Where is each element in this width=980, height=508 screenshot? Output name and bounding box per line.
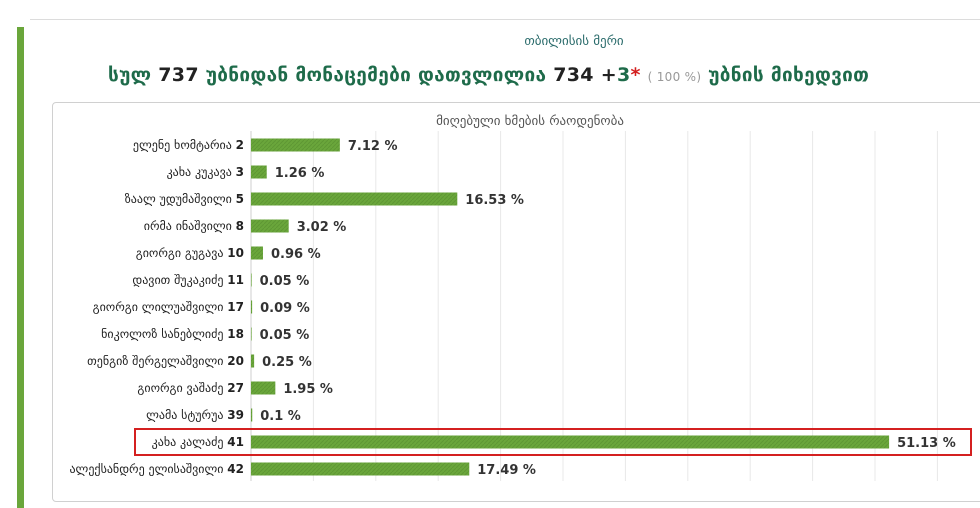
bar [251,165,267,179]
category-label: ლამა სტურუა 39 [146,408,244,422]
chart-title: მიღებული ხმების რაოდენობა [436,114,624,129]
headline-counted-number: 734 [553,64,594,86]
results-headline: სულ 737 უბნიდან მონაცემები დათვლილია 734… [108,64,869,86]
category-label: კახა კუკავა 3 [167,165,244,179]
value-label: 0.05 % [260,328,310,343]
category-label: ირმა ინაშვილი 8 [144,219,244,233]
headline-total-prefix: სულ [108,64,152,86]
value-label: 7.12 % [348,139,398,154]
category-label: ზაალ უდუმაშვილი 5 [125,192,244,206]
bar [251,381,276,395]
chart-panel [52,102,980,502]
value-label: 0.1 % [260,409,301,424]
category-label: გიორგი ვაშაძე 27 [137,381,244,395]
bar [251,273,252,287]
bar [251,408,253,422]
headline-suffix: უბნის მიხედვით [708,64,870,86]
bar [251,138,340,152]
headline-plus: + [600,64,617,86]
election-subtitle: თბილისის მერი [524,34,624,49]
value-label: 16.53 % [465,193,524,208]
value-label: 0.05 % [260,274,310,289]
highlight-box [134,428,972,456]
value-label: 1.95 % [283,382,333,397]
bar [251,219,289,233]
category-label: დავით შუკაკიძე 11 [132,273,244,287]
category-label: კახა კალაძე 41 [152,435,244,449]
value-label: 3.02 % [297,220,347,235]
bar [251,300,253,314]
value-label: 51.13 % [897,436,956,451]
bar [251,462,470,476]
headline-extra-number: 3 [616,64,631,86]
category-label: ალექსანდრე ელისაშვილი 42 [69,462,244,476]
bar [251,246,263,260]
category-label: ნიკოლოზ სანებლიძე 18 [101,327,244,341]
bar [251,354,255,368]
category-label: გიორგი ლილუაშვილი 17 [93,300,244,314]
value-label: 0.96 % [271,247,321,262]
headline-percent: ( 100 %) [647,70,702,84]
bar [251,327,252,341]
value-label: 17.49 % [477,463,536,478]
left-accent-bar [17,27,24,508]
headline-total-number: 737 [158,64,199,86]
value-label: 0.09 % [260,301,310,316]
value-label: 0.25 % [262,355,312,370]
top-divider [30,19,980,20]
category-label: ელენე ხომტარია 2 [133,138,244,152]
headline-counted-text: უბნიდან მონაცემები დათვლილია [205,64,547,86]
bar [251,192,458,206]
bar [251,435,890,449]
category-label: გიორგი გუგავა 10 [136,246,244,260]
headline-star: * [630,64,641,86]
value-label: 1.26 % [275,166,325,181]
category-label: თენგიზ შერგელაშვილი 20 [87,354,244,368]
